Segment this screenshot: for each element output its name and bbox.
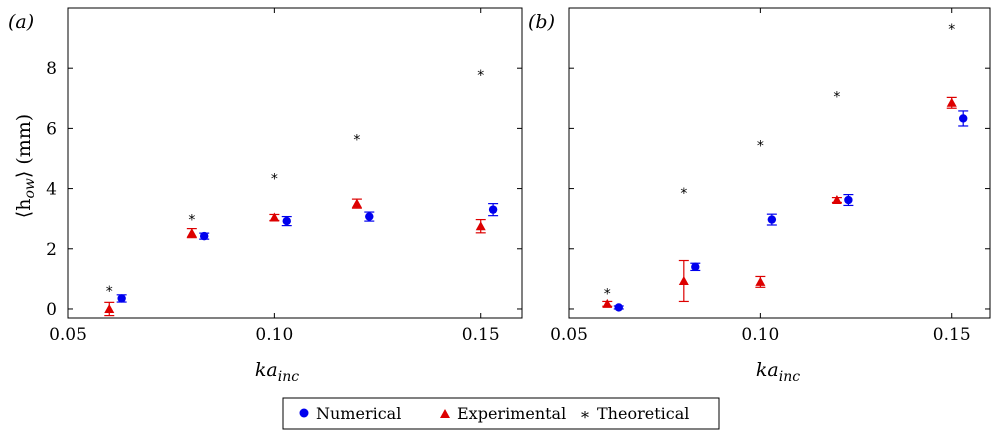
plot-frame — [67, 7, 523, 319]
panel-a: 0.05 0.10 0.15 0 2 4 6 8 * * * * * — [46, 7, 523, 345]
x-tick-label: 0.15 — [462, 325, 500, 345]
legend-label-experimental: Experimental — [457, 404, 566, 423]
x-tick-label: 0.10 — [741, 325, 779, 345]
experimental-point — [475, 221, 486, 231]
numerical-point — [117, 294, 126, 303]
numerical-point — [282, 216, 291, 226]
x-axis-title-a: kainc — [255, 359, 299, 385]
theoretical-point: * — [604, 286, 611, 302]
numerical-point — [691, 262, 700, 272]
numerical-point — [767, 215, 777, 224]
experimental-point — [602, 298, 613, 308]
experimental-point — [755, 276, 766, 286]
numerical-point — [488, 205, 498, 214]
y-tick-label: 4 — [46, 180, 57, 200]
theoretical-point: * — [757, 138, 764, 154]
experimental-point — [678, 275, 689, 285]
legend-label-theoretical: Theoretical — [597, 404, 689, 423]
x-axis-title-b: kainc — [756, 359, 800, 385]
theoretical-point: * — [353, 132, 360, 148]
plot-frame — [568, 7, 991, 319]
experimental-point — [946, 97, 957, 107]
numerical-point — [959, 114, 968, 123]
experimental-point — [186, 228, 197, 238]
legend-marker-experimental — [440, 409, 450, 418]
y-tick-label: 0 — [46, 300, 57, 320]
y-tick-label: 8 — [46, 59, 57, 79]
numerical-point — [844, 195, 853, 205]
theoretical-point: * — [948, 22, 955, 38]
theoretical-point: * — [477, 68, 484, 84]
y-tick-label: 6 — [46, 119, 57, 139]
theoretical-point: * — [680, 186, 687, 202]
panel-label-b: (b) — [528, 11, 555, 33]
x-tick-label: 0.05 — [49, 325, 87, 345]
numerical-point — [614, 303, 623, 312]
legend-box — [282, 397, 720, 430]
x-tick-label: 0.15 — [933, 325, 971, 345]
theoretical-point: * — [271, 171, 278, 187]
theoretical-point: * — [833, 89, 840, 105]
panel-b: 0.05 0.10 0.15 * * * * * — [550, 7, 991, 345]
y-tick-label: 2 — [46, 240, 57, 260]
panel-label-a: (a) — [8, 11, 34, 33]
legend-label-numerical: Numerical — [316, 404, 401, 423]
legend-marker-theoretical: * — [581, 408, 589, 427]
numerical-point — [365, 212, 374, 221]
experimental-point — [351, 198, 362, 208]
numerical-point — [200, 231, 209, 241]
theoretical-point: * — [106, 284, 113, 300]
x-tick-label: 0.10 — [255, 325, 293, 345]
legend-marker-numerical — [299, 408, 309, 418]
x-tick-label: 0.05 — [550, 325, 588, 345]
theoretical-point: * — [188, 213, 195, 229]
experimental-point — [269, 212, 280, 222]
legend: Numerical Experimental * Theoretical — [282, 397, 720, 430]
experimental-point — [104, 303, 115, 313]
experimental-point — [831, 195, 842, 205]
y-axis-title: ⟨how⟩ (mm) — [13, 114, 38, 218]
